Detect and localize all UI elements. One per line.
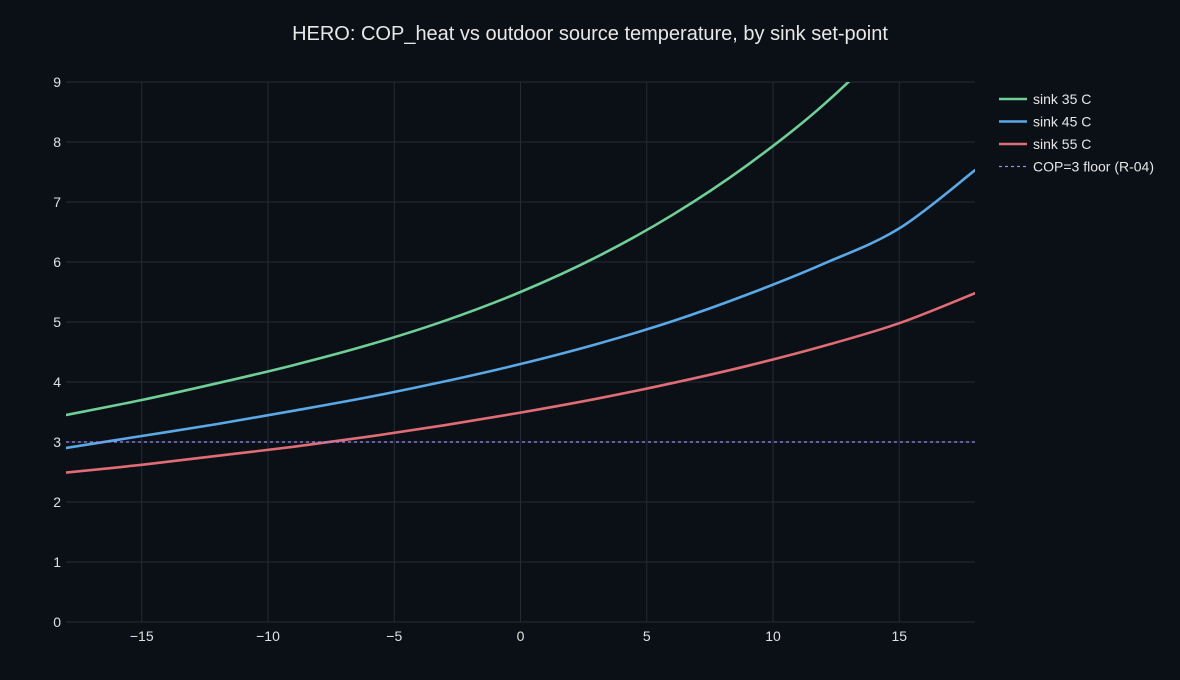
axis-layer: 0 1 2 3 4 5 6 7 8 9 −15 −10 −5 0 5 10 15 [53, 74, 907, 644]
legend-label: COP=3 floor (R-04) [1033, 159, 1154, 175]
legend-label: sink 35 C [1033, 91, 1091, 107]
chart-title: HERO: COP_heat vs outdoor source tempera… [292, 23, 888, 45]
legend: sink 35 C sink 45 C sink 55 C COP=3 floor (… [999, 91, 1154, 175]
x-tick-label: 0 [517, 628, 525, 644]
x-tick-label: 15 [891, 628, 907, 644]
series-layer [66, 82, 975, 474]
x-tick-label: −15 [130, 628, 154, 644]
grid-layer [66, 81, 975, 623]
y-tick-label: 6 [53, 254, 61, 270]
x-tick-label: −10 [256, 628, 280, 644]
y-tick-label: 9 [53, 74, 61, 90]
y-tick-label: 1 [53, 554, 61, 570]
series-line-0 [66, 82, 851, 417]
series-line-2 [66, 291, 975, 474]
y-tick-label: 4 [53, 374, 61, 390]
y-tick-label: 5 [53, 314, 61, 330]
y-tick-label: 3 [53, 434, 61, 450]
x-tick-label: −5 [386, 628, 402, 644]
y-tick-label: 0 [53, 614, 61, 630]
y-tick-label: 7 [53, 194, 61, 210]
y-tick-label: 2 [53, 494, 61, 510]
legend-label: sink 45 C [1033, 114, 1091, 130]
x-tick-label: 10 [765, 628, 781, 644]
series-line-1 [66, 168, 975, 450]
y-tick-label: 8 [53, 134, 61, 150]
legend-label: sink 55 C [1033, 136, 1091, 152]
x-tick-label: 5 [643, 628, 651, 644]
